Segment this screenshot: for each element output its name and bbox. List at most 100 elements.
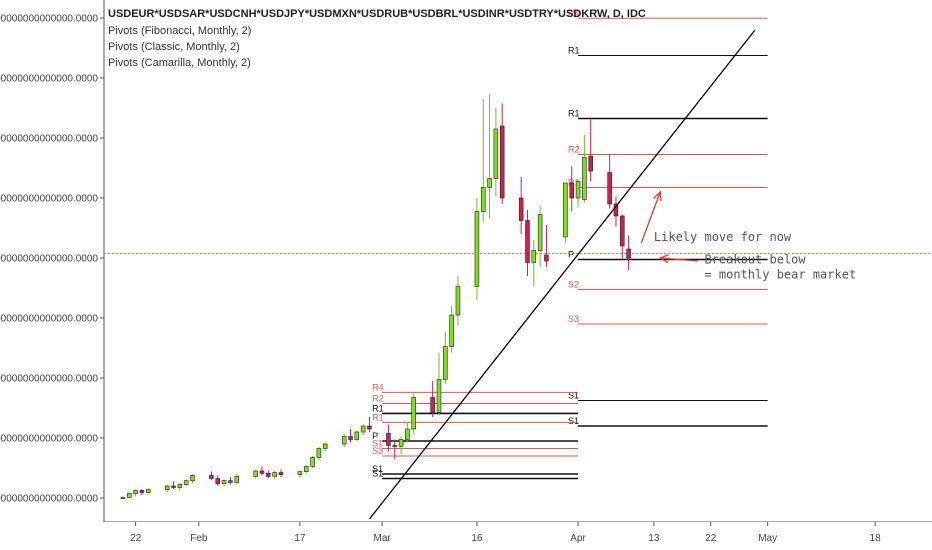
candle-body <box>278 472 284 475</box>
candle-body <box>607 172 612 205</box>
candle-body <box>133 490 138 494</box>
indicator-fibonacci-label[interactable]: Pivots (Fibonacci, Monthly, 2) <box>108 25 252 37</box>
annotation-text: = monthly bear market <box>704 268 856 282</box>
pivot-label: R1 <box>568 109 580 119</box>
candle-body <box>544 254 549 262</box>
candle-body <box>304 466 309 472</box>
pivot-label: S1 <box>568 416 579 426</box>
candle-body <box>436 379 442 413</box>
candle-body <box>259 470 265 474</box>
candle-body <box>455 286 461 316</box>
candle-body <box>348 436 353 440</box>
candle-body <box>297 471 303 475</box>
candle-body <box>367 425 372 430</box>
candle-body <box>531 250 537 263</box>
candle-body <box>620 215 625 247</box>
trendline <box>368 29 756 520</box>
pivot-label: S3 <box>568 314 579 324</box>
y-tick-label: 18000000000000000.0000 <box>0 134 98 145</box>
y-tick-label: 6000000000000000.0000 <box>0 494 98 505</box>
candle-body <box>443 346 448 380</box>
candle-body <box>386 433 391 446</box>
annotations: Likely move for now Breakout below= month… <box>640 190 856 282</box>
candle-body <box>322 443 328 449</box>
pivot-label: R4 <box>372 382 384 392</box>
candle-body <box>177 484 183 488</box>
pivot-label: S2 <box>568 280 579 290</box>
x-axis-band <box>104 522 932 550</box>
pivot-label: R4 <box>568 8 580 18</box>
candle-body <box>499 125 505 199</box>
indicator-camarilla-label[interactable]: Pivots (Camarilla, Monthly, 2) <box>108 57 251 69</box>
y-tick-label: 22000000000000000.0000 <box>0 14 98 25</box>
annotation-arrow-shaft <box>660 257 699 262</box>
x-tick-label: 16 <box>471 533 483 544</box>
annotation-arrow-shaft <box>640 191 661 244</box>
candle-body <box>341 436 347 445</box>
candle-body <box>569 182 574 199</box>
candle-body <box>209 475 214 479</box>
candle-body <box>272 472 277 477</box>
candle-body <box>266 473 271 477</box>
chart-title: USDEUR*USDSAR*USDCNH*USDJPY*USDMXN*USDRU… <box>108 8 646 20</box>
candle-body <box>164 485 170 490</box>
candle-body <box>228 480 233 483</box>
pivot-label: R1 <box>372 412 384 422</box>
x-tick-label: Apr <box>570 533 586 544</box>
candle-body <box>575 181 581 199</box>
candle-body <box>613 203 619 217</box>
pivot-label: S1 <box>568 391 579 401</box>
pivot-label: R2 <box>372 394 384 404</box>
candle-body <box>127 493 132 498</box>
candle-body <box>405 428 410 440</box>
candle-body <box>537 214 543 251</box>
candle-body <box>145 489 151 493</box>
candle-body <box>171 485 176 488</box>
candle-body <box>316 448 322 458</box>
annotation-arrow-head <box>653 190 662 202</box>
candle-body <box>354 431 360 440</box>
candle-body <box>563 182 568 238</box>
candle-body <box>139 490 145 493</box>
candle-body <box>493 128 499 179</box>
annotation-text: Breakout below <box>704 253 806 267</box>
candle-body <box>221 480 227 484</box>
pivot-label: R1 <box>568 46 580 56</box>
candle-body <box>525 220 530 263</box>
candle-body <box>183 480 189 485</box>
candle-body <box>487 178 492 188</box>
y-tick-label: 20000000000000000.0000 <box>0 74 98 85</box>
indicator-classic-label[interactable]: Pivots (Classic, Monthly, 2) <box>108 41 240 53</box>
annotation-text: Likely move for now <box>654 230 792 244</box>
pivot-label: S1 <box>372 464 383 474</box>
candlesticks <box>120 94 631 500</box>
candle-body <box>392 445 398 447</box>
y-tick-label: 14000000000000000.0000 <box>0 254 98 265</box>
candle-body <box>215 478 221 484</box>
candle-body <box>582 157 587 200</box>
annotation-arrow-head <box>658 254 669 264</box>
candle-body <box>234 476 239 483</box>
pivot-label: R1 <box>568 178 580 188</box>
candle-body <box>449 314 454 347</box>
candle-body <box>310 457 315 467</box>
candle-body <box>588 155 593 172</box>
candle-body <box>430 397 435 413</box>
candle-body <box>360 425 366 433</box>
x-tick-label: May <box>758 533 777 544</box>
pivot-label: S1 <box>372 469 383 479</box>
x-tick-label: 17 <box>294 533 306 544</box>
pivot-label: R1 <box>372 403 384 413</box>
y-tick-label: 10000000000000000.0000 <box>0 374 98 385</box>
candle-body <box>190 475 195 481</box>
y-tick-label: 16000000000000000.0000 <box>0 194 98 205</box>
pivot-label: P <box>568 250 574 260</box>
x-tick-label: 18 <box>870 533 882 544</box>
x-tick-label: 13 <box>648 533 660 544</box>
candle-body <box>253 470 258 477</box>
pivot-label: S3 <box>372 446 383 456</box>
pivot-label: S1 <box>372 439 383 449</box>
uptrend-line <box>368 29 756 520</box>
